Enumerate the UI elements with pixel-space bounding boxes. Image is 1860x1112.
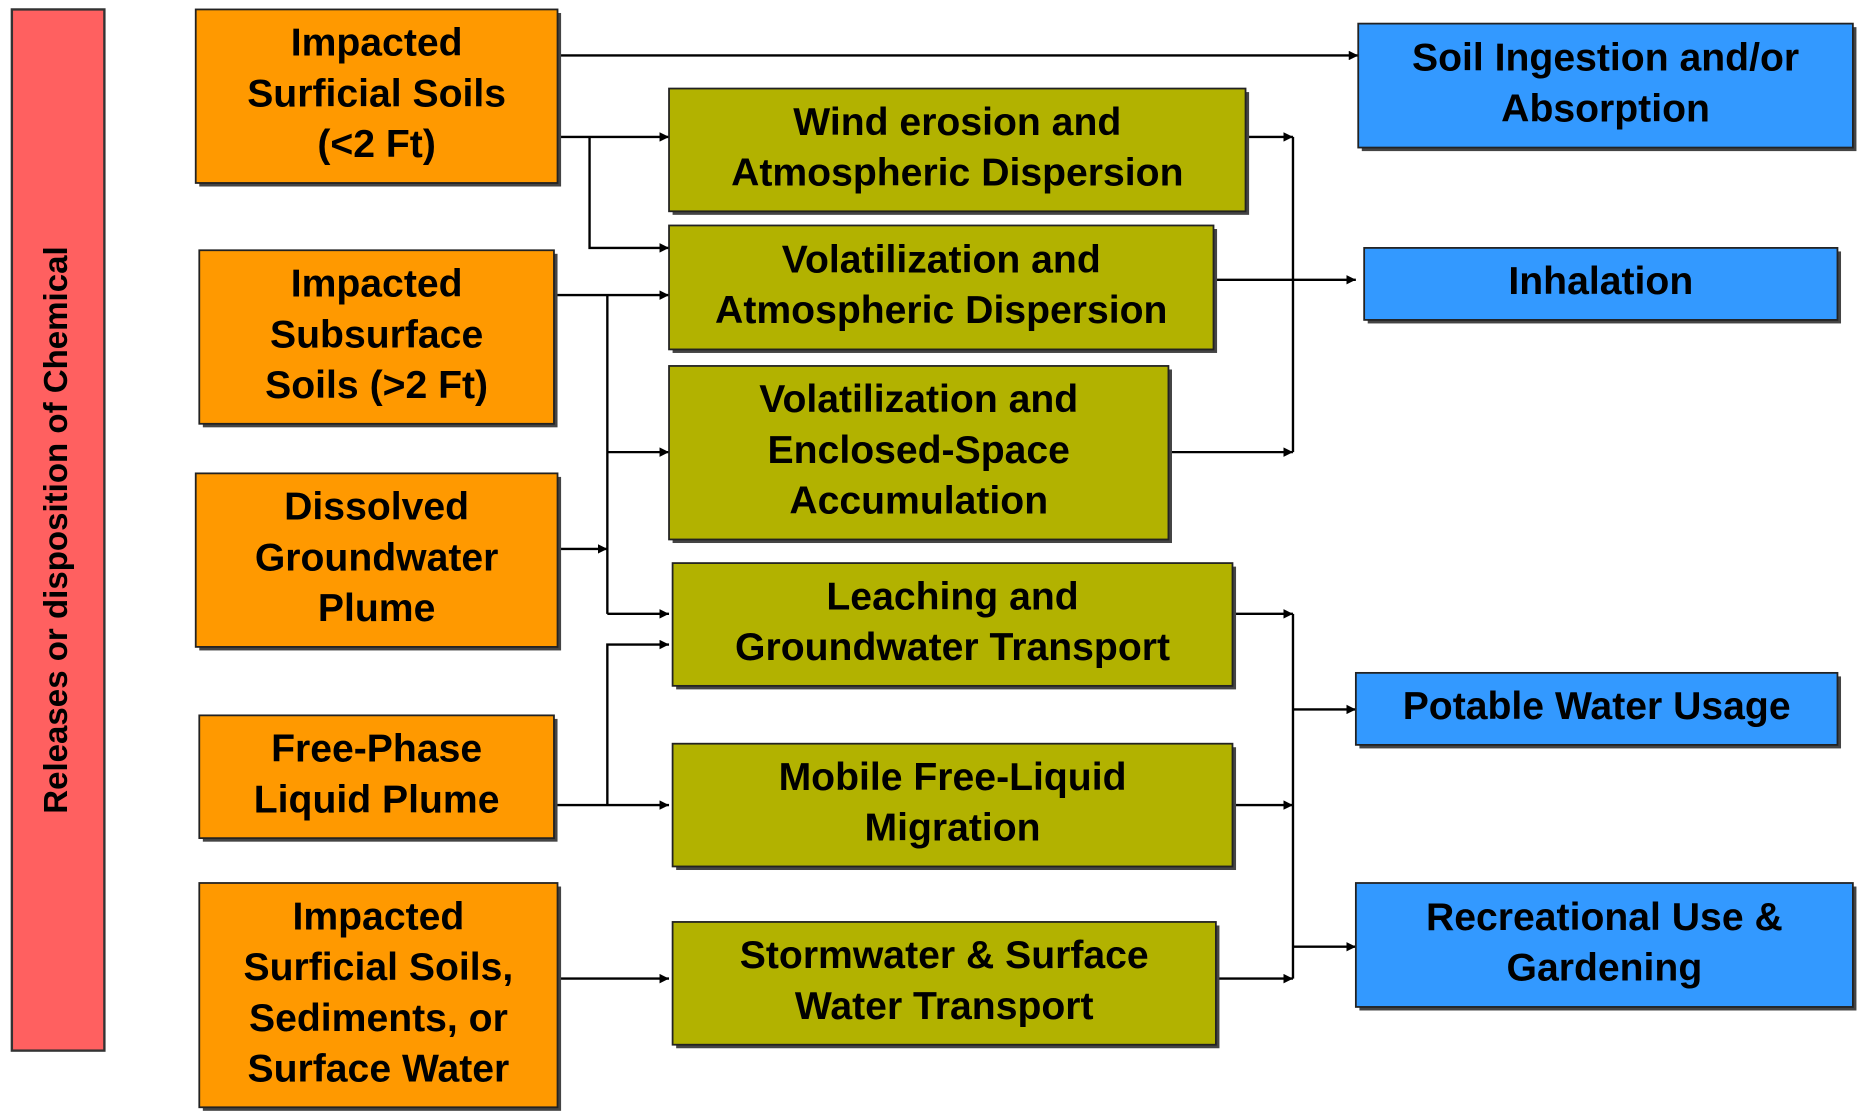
node-box (198, 249, 555, 425)
node-label: Liquid Plume (254, 778, 500, 821)
node-label: Migration (864, 807, 1040, 850)
node-box (671, 742, 1234, 868)
node-label: Inhalation (1508, 260, 1693, 303)
node-box (1354, 882, 1854, 1008)
node-label: Recreational Use & (1426, 896, 1783, 939)
node-label: Atmospheric Dispersion (731, 152, 1183, 195)
node-label: Surficial Soils, (244, 946, 514, 989)
node-box (194, 8, 559, 184)
node-label: Gardening (1506, 947, 1702, 990)
node-label: Absorption (1501, 87, 1710, 130)
node-label: Free-Phase (271, 728, 482, 771)
node-label: Dissolved (284, 486, 469, 529)
node-box (671, 921, 1217, 1046)
node-box (1363, 247, 1839, 321)
node-label: Soils (>2 Ft) (265, 364, 488, 407)
arrow (606, 639, 670, 806)
node-label: Surficial Soils (247, 73, 506, 116)
node-label: Leaching and (826, 575, 1078, 618)
node-box (1354, 671, 1839, 746)
node-box (194, 472, 559, 648)
node-box (668, 224, 1215, 351)
node-label: Surface Water (248, 1048, 510, 1091)
node-box (668, 365, 1170, 541)
sidebar-box (10, 8, 106, 1052)
node-label: Stormwater & Surface (740, 934, 1149, 977)
node-label: Groundwater Transport (735, 626, 1170, 669)
connectors (553, 50, 1359, 984)
node-label: Mobile Free-Liquid (779, 756, 1127, 799)
node-label: Volatilization and (782, 238, 1101, 281)
sidebar-label: Releases or disposition of Chemical (38, 246, 75, 813)
node-label: Accumulation (789, 480, 1048, 523)
node-label: Impacted (292, 895, 464, 938)
arrow (588, 136, 670, 253)
node-box (671, 562, 1234, 687)
node-box (198, 882, 559, 1109)
node-label: Wind erosion and (793, 101, 1121, 144)
node-box (668, 87, 1247, 213)
node-label: Impacted (291, 22, 463, 65)
node-label: Groundwater (255, 537, 499, 580)
node-label: Potable Water Usage (1403, 685, 1791, 728)
node-label: Atmospheric Dispersion (715, 289, 1167, 332)
node-label: Volatilization and (759, 378, 1078, 421)
node-box (198, 714, 555, 840)
node-box (1357, 22, 1854, 149)
node-label: Plume (318, 587, 435, 630)
node-label: Impacted (291, 263, 463, 306)
node-label: Enclosed-Space (768, 429, 1070, 472)
node-label: Water Transport (795, 985, 1094, 1028)
node-label: (<2 Ft) (317, 123, 436, 166)
node-label: Subsurface (270, 313, 483, 356)
node-label: Soil Ingestion and/or (1412, 37, 1799, 80)
node-label: Sediments, or (249, 997, 508, 1040)
